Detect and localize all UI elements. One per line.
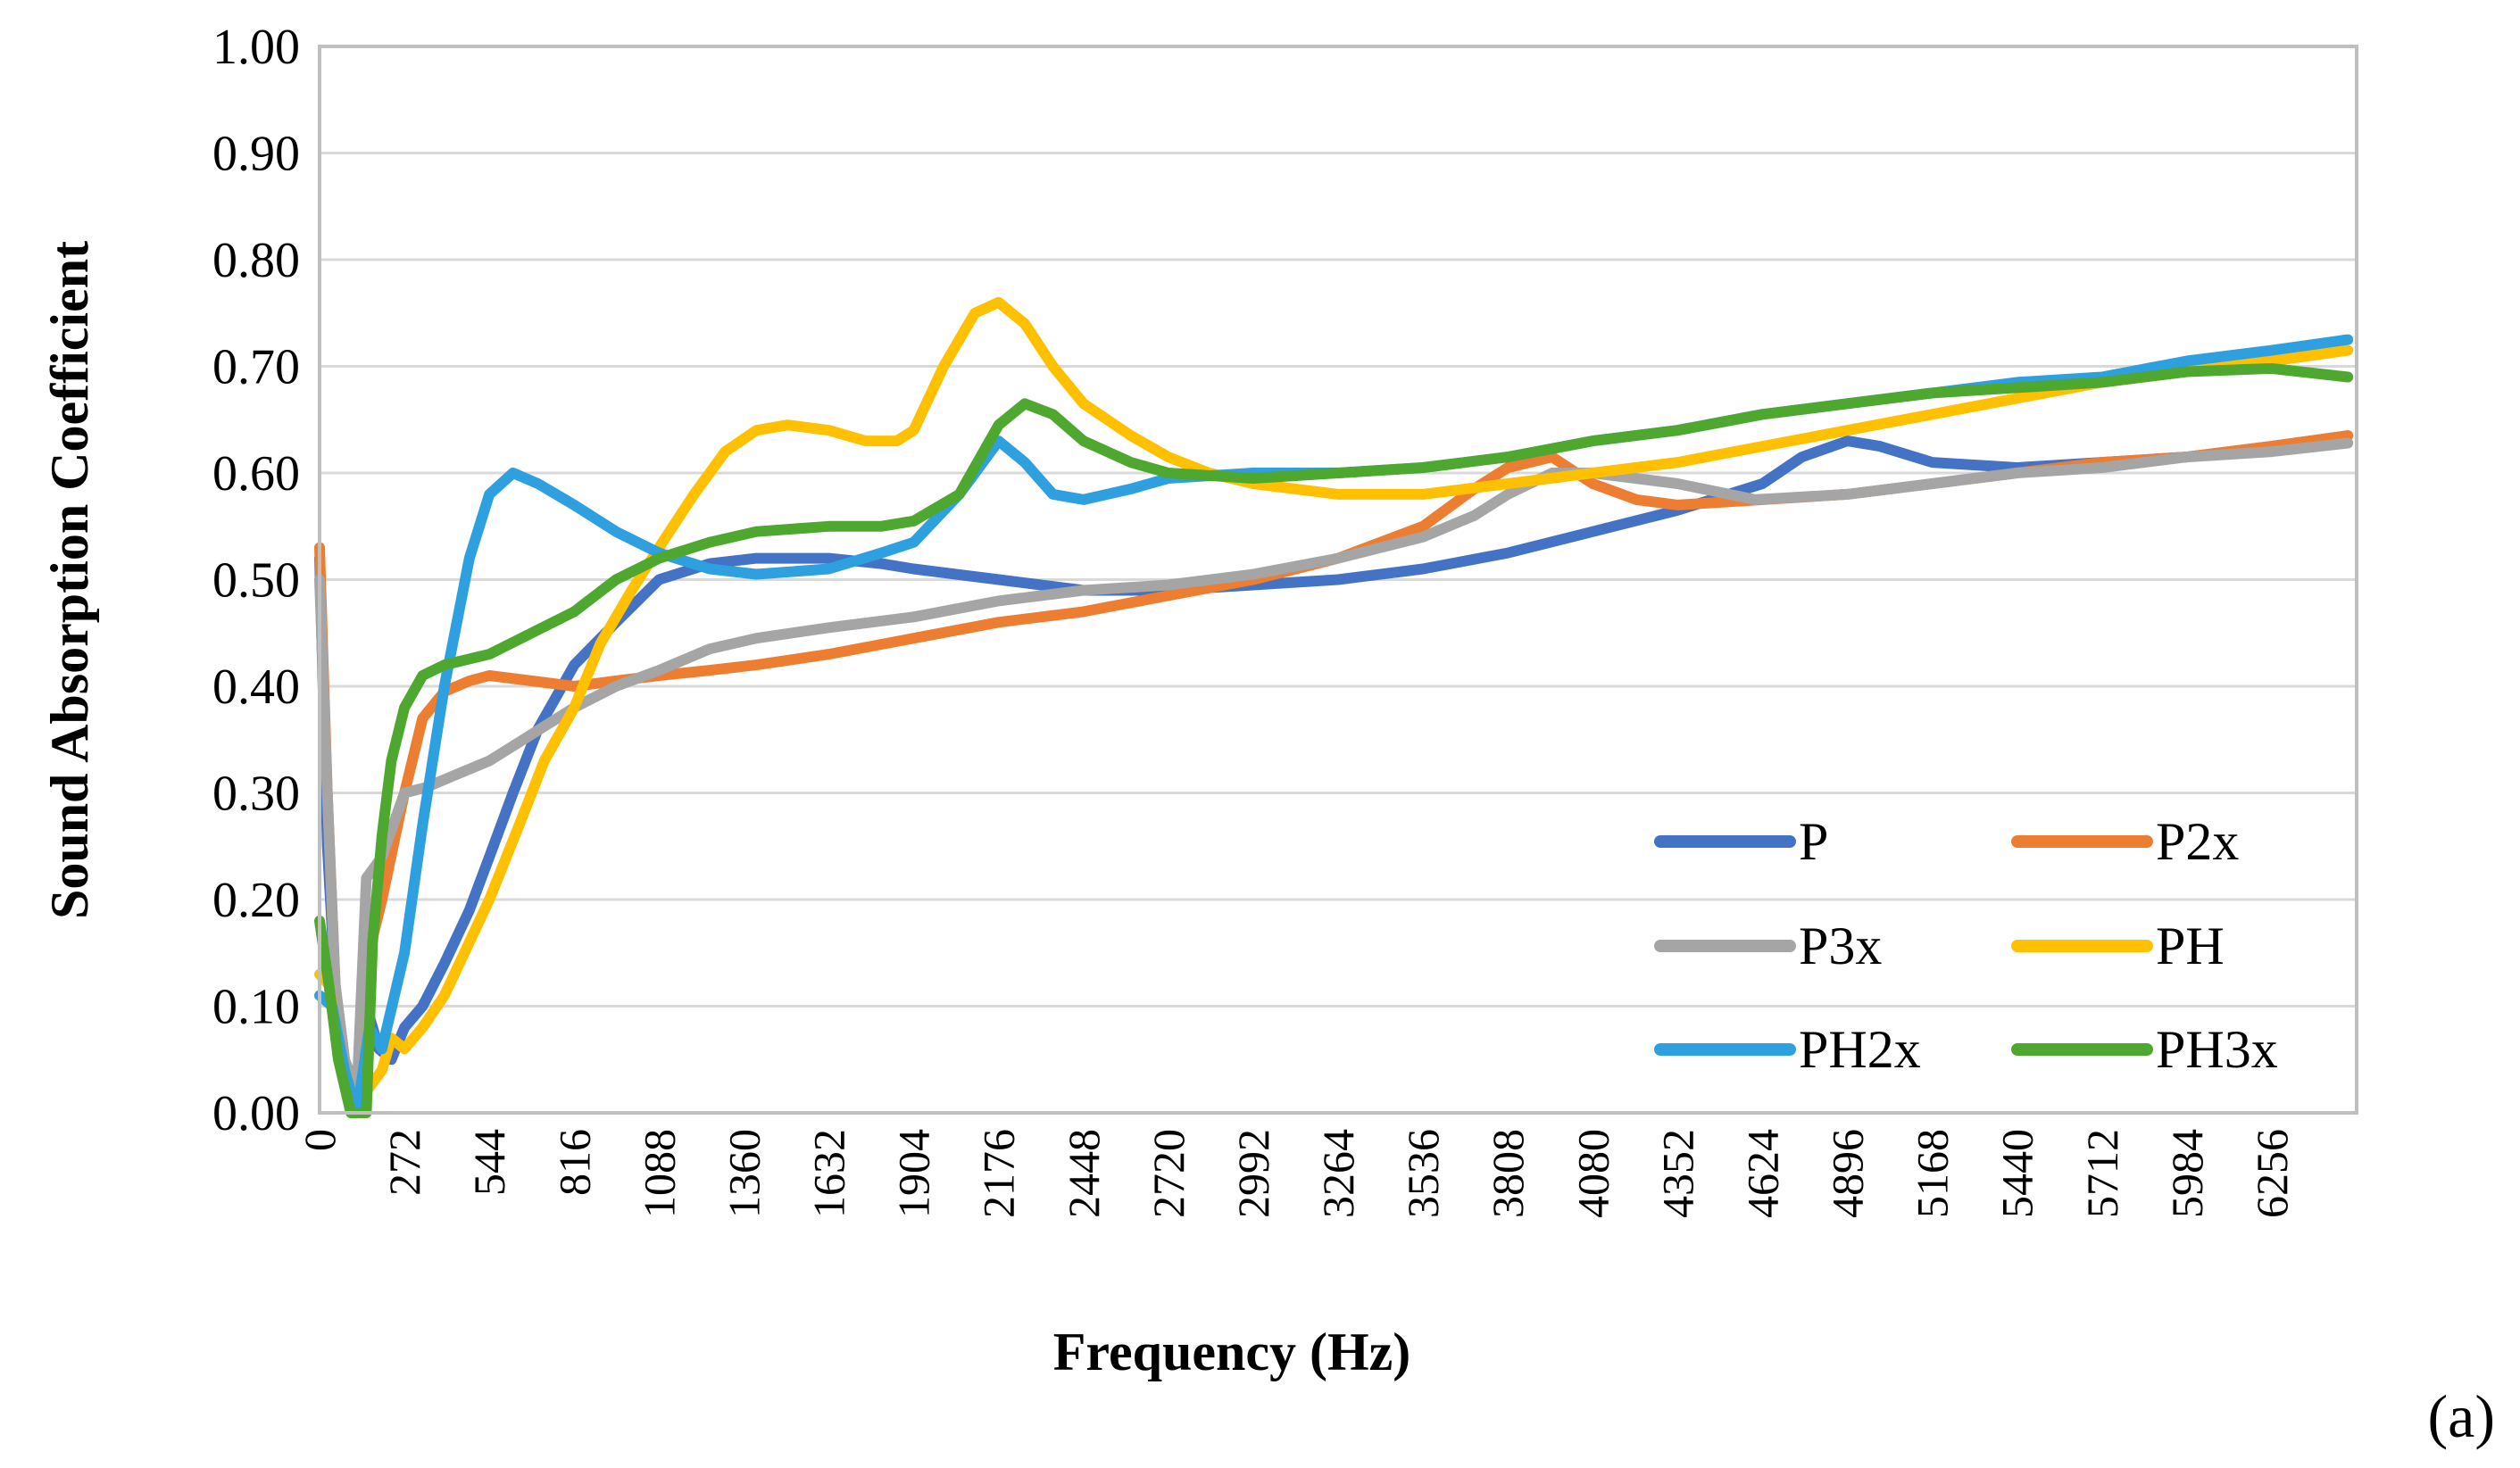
x-tick-label: 5440: [1992, 1129, 2042, 1218]
x-tick-label: 5168: [1908, 1129, 1958, 1218]
x-tick-label: 3808: [1483, 1129, 1533, 1218]
x-tick-label: 0: [295, 1129, 345, 1151]
x-tick-label: 544: [464, 1129, 514, 1196]
plot-area-border: [318, 45, 2358, 1115]
x-tick-label: 1360: [719, 1129, 769, 1218]
x-tick-label: 5712: [2077, 1129, 2127, 1218]
x-tick-label: 1632: [804, 1129, 854, 1218]
x-tick-label: 2992: [1228, 1129, 1278, 1218]
y-tick-label: 0.90: [212, 127, 300, 182]
series-line-ph: [314, 296, 2354, 1098]
x-tick-label: 4352: [1652, 1129, 1702, 1218]
legend-label-p: P: [1799, 812, 1828, 871]
series-line-ph3x: [314, 362, 2354, 1118]
legend: P P2x P3x PH PH2x PH3x: [1654, 812, 2278, 1079]
x-tick-label: 5984: [2162, 1129, 2212, 1218]
legend-label-ph3x: PH3x: [2156, 1020, 2278, 1079]
x-tick-label: 4080: [1568, 1129, 1618, 1218]
series-lines: [314, 296, 2354, 1118]
x-tick-label: 272: [379, 1129, 429, 1196]
x-axis-ticks: 0 272 544 816 1088 1360 1632 1904 2176 2448 2720 29…: [295, 1129, 2297, 1218]
y-tick-label: 0.60: [212, 446, 300, 502]
y-tick-label: 0.40: [212, 659, 300, 715]
legend-label-ph: PH: [2156, 916, 2225, 975]
x-tick-label: 816: [549, 1129, 599, 1196]
y-tick-label: 1.00: [212, 20, 300, 75]
y-tick-label: 0.10: [212, 980, 300, 1035]
legend-label-p3x: P3x: [1799, 916, 1882, 975]
x-tick-label: 3536: [1398, 1129, 1448, 1218]
y-tick-label: 0.70: [212, 340, 300, 395]
y-axis-title: Sound Absorption Coefficient: [40, 241, 99, 919]
y-tick-label: 0.50: [212, 553, 300, 609]
x-tick-label: 4624: [1737, 1129, 1787, 1218]
x-tick-label: 2720: [1144, 1129, 1193, 1218]
x-tick-label: 2176: [974, 1129, 1024, 1218]
y-tick-label: 0.20: [212, 873, 300, 928]
legend-label-p2x: P2x: [2156, 812, 2239, 871]
y-tick-label: 0.30: [212, 767, 300, 822]
x-tick-label: 1904: [889, 1129, 939, 1218]
legend-label-ph2x: PH2x: [1799, 1020, 1921, 1079]
y-tick-label: 0.00: [212, 1086, 300, 1141]
x-tick-label: 3264: [1313, 1129, 1363, 1218]
x-axis-title: Frequency (Hz): [1053, 1323, 1410, 1381]
x-tick-label: 1088: [634, 1129, 684, 1218]
series-line-ph2x: [314, 334, 2354, 1118]
x-tick-label: 6256: [2247, 1129, 2297, 1218]
x-tick-label: 2448: [1059, 1129, 1109, 1218]
panel-label: (a): [2428, 1382, 2495, 1450]
y-axis-ticks: 0.00 0.10 0.20 0.30 0.40 0.50 0.60 0.70 0.80 0.90…: [212, 20, 300, 1141]
x-tick-label: 4896: [1823, 1129, 1873, 1218]
y-tick-label: 0.80: [212, 233, 300, 288]
